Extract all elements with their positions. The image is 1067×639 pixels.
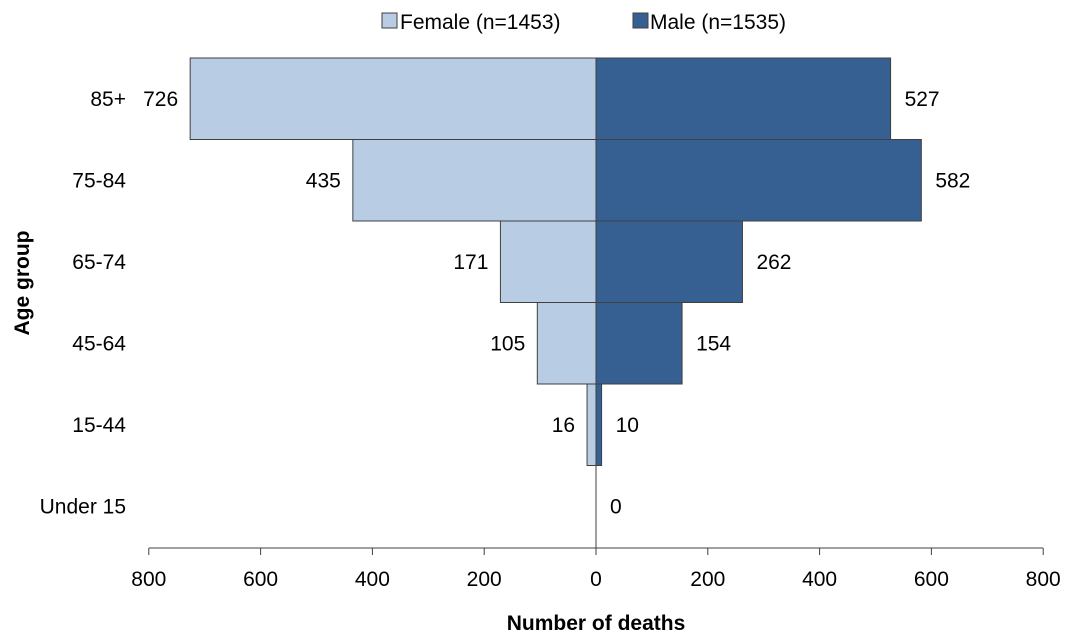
data-label-female-15-44: 16	[552, 414, 575, 437]
category-label-75-84: 75-84	[72, 169, 126, 192]
legend-swatch-female	[381, 12, 398, 29]
bar-female-65-74	[499, 220, 597, 303]
data-label-female-75-84: 435	[306, 169, 341, 192]
data-label-female-85-plus: 726	[143, 88, 178, 111]
x-tick-label-5: 200	[690, 568, 725, 591]
category-label-85-plus: 85+	[90, 88, 126, 111]
data-label-male-15-44: 10	[616, 414, 639, 437]
category-label-15-44: 15-44	[72, 414, 126, 437]
x-tick-label-4: 0	[590, 568, 602, 591]
category-label-under-15: Under 15	[40, 495, 126, 518]
x-tick-label-8: 800	[1026, 568, 1061, 591]
bar-female-15-44	[586, 383, 597, 466]
category-label-65-74: 65-74	[72, 251, 126, 274]
bar-male-65-74	[595, 220, 743, 303]
bar-female-75-84	[352, 139, 597, 222]
data-label-male-under-15: 0	[610, 495, 622, 518]
x-tick-label-6: 400	[802, 568, 837, 591]
x-tick-label-2: 400	[355, 568, 390, 591]
bars-layer	[189, 57, 922, 466]
data-label-male-65-74: 262	[756, 251, 791, 274]
x-tick-label-0: 800	[131, 568, 166, 591]
x-tick-label-1: 600	[243, 568, 278, 591]
bar-male-85-plus	[595, 57, 892, 140]
data-label-female-65-74: 171	[453, 251, 488, 274]
x-axis-title: Number of deaths	[507, 612, 686, 635]
legend: Female (n=1453) Male (n=1535)	[381, 11, 786, 34]
data-labels-layer: 726 527 435 582 171 262 105 154 16 10 0	[143, 88, 970, 519]
bar-female-45-64	[536, 302, 597, 385]
data-label-female-45-64: 105	[490, 332, 525, 355]
legend-label-male: Male (n=1535)	[650, 11, 786, 34]
x-tick-label-7: 600	[914, 568, 949, 591]
category-labels-layer: 85+ 75-84 65-74 45-64 15-44 Under 15	[40, 88, 127, 519]
bar-male-45-64	[595, 302, 683, 385]
x-tick-label-3: 200	[467, 568, 502, 591]
bar-female-85-plus	[189, 57, 597, 140]
data-label-male-85-plus: 527	[905, 88, 940, 111]
data-label-male-45-64: 154	[696, 332, 731, 355]
legend-swatch-male	[632, 12, 649, 29]
bar-male-15-44	[595, 383, 603, 466]
x-axis-ticks: 800 600 400 200 0 200 400 600 800	[131, 548, 1061, 591]
bar-male-75-84	[595, 139, 922, 222]
y-axis-title: Age group	[11, 231, 34, 336]
data-label-male-75-84: 582	[935, 169, 970, 192]
legend-label-female: Female (n=1453)	[400, 11, 561, 34]
category-label-45-64: 45-64	[72, 332, 126, 355]
